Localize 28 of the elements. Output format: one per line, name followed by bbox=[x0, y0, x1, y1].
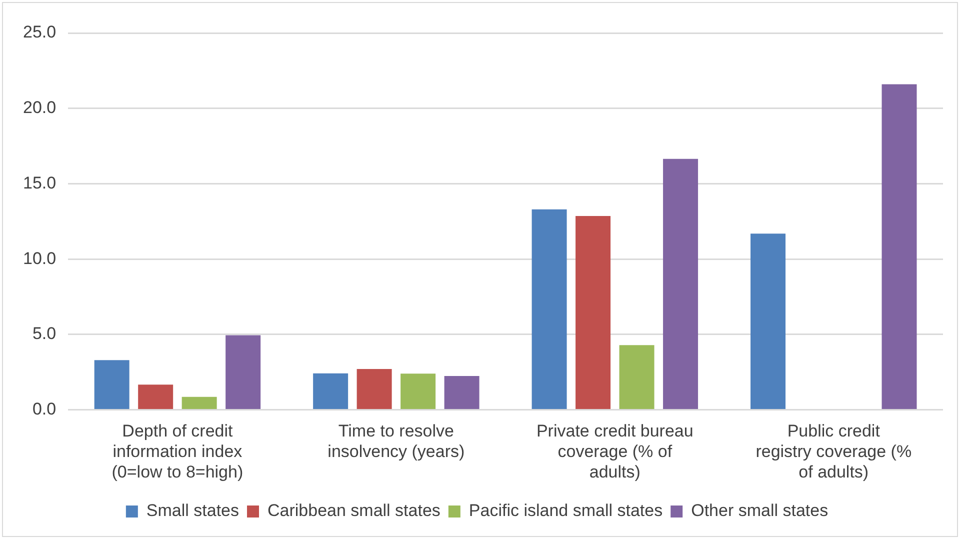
legend-label: Other small states bbox=[691, 501, 828, 520]
y-tick-label: 0.0 bbox=[32, 399, 56, 418]
bar bbox=[444, 376, 480, 410]
y-tick-label: 25.0 bbox=[22, 22, 56, 42]
y-tick-label: 15.0 bbox=[22, 173, 56, 192]
bar bbox=[182, 396, 217, 410]
bar bbox=[313, 373, 348, 410]
y-tick-label: 20.0 bbox=[22, 98, 56, 118]
y-tick-label: 5.0 bbox=[32, 324, 56, 344]
legend-label: Caribbean small states bbox=[268, 501, 440, 520]
bar bbox=[400, 374, 436, 410]
x-tick-label: Public credit registry coverage (% of adults) bbox=[756, 422, 912, 482]
x-tick-label: Private credit bureau coverage (% of adults) bbox=[536, 422, 694, 482]
bar bbox=[226, 335, 261, 410]
bar bbox=[576, 216, 611, 410]
bar bbox=[619, 345, 654, 410]
bar bbox=[663, 158, 698, 410]
bar bbox=[750, 234, 786, 410]
x-tick-label: Time to resolve insolvency (years) bbox=[328, 422, 465, 462]
y-tick-label: 10.0 bbox=[22, 248, 56, 268]
x-tick-label: Depth of credit information index (0=low to 8=high) bbox=[112, 422, 244, 482]
bar bbox=[532, 209, 567, 410]
legend-label: Pacific island small states bbox=[468, 501, 663, 520]
bar bbox=[138, 384, 174, 410]
legend-label: Small states bbox=[146, 501, 240, 520]
bar bbox=[356, 368, 392, 410]
bar bbox=[94, 360, 130, 410]
bar bbox=[882, 84, 917, 410]
